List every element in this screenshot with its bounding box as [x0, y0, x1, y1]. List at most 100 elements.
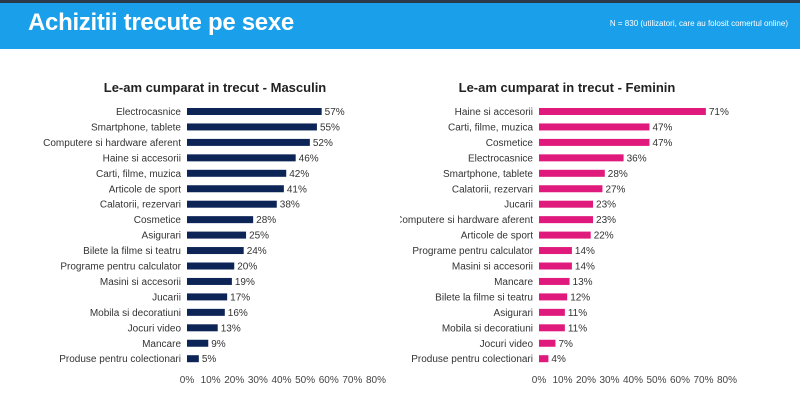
bar [539, 138, 650, 146]
data-label: 46% [299, 153, 319, 164]
bar [187, 154, 296, 162]
chart-feminin: Le-am cumparat in trecut - Feminin Haine … [400, 80, 737, 386]
x-tick-label: 30% [248, 375, 268, 386]
category-label: Mancare [142, 339, 181, 350]
category-label: Produse pentru colectionari [411, 354, 533, 365]
data-label: 17% [230, 292, 250, 303]
x-tick-label: 80% [366, 375, 386, 386]
x-tick-label: 0% [180, 375, 195, 386]
category-label: Bilete la filme si teatru [435, 292, 533, 303]
bar [187, 247, 244, 255]
chart-title: Le-am cumparat in trecut - Feminin [459, 80, 676, 95]
x-tick-label: 50% [646, 375, 666, 386]
x-tick-label: 0% [532, 375, 547, 386]
category-label: Articole de sport [109, 184, 181, 195]
bar [187, 108, 322, 115]
x-tick-label: 30% [599, 375, 619, 386]
category-label: Jocuri video [480, 339, 534, 350]
data-label: 25% [249, 231, 269, 242]
data-label: 55% [320, 122, 340, 133]
data-label: 47% [652, 138, 672, 149]
category-label: Mancare [494, 277, 533, 288]
bar [539, 324, 565, 332]
data-label: 24% [247, 246, 267, 257]
bar [539, 247, 572, 255]
category-label: Smartphone, tablete [443, 169, 533, 180]
bar [539, 154, 624, 162]
category-label: Carti, filme, muzica [96, 169, 181, 180]
bar [187, 324, 218, 332]
data-label: 41% [287, 184, 307, 195]
data-label: 42% [289, 169, 309, 180]
category-label: Electrocasnice [116, 107, 181, 118]
top-border [0, 0, 800, 3]
bar [187, 293, 228, 301]
category-label: Calatorii, rezervari [100, 200, 181, 211]
bar [539, 231, 591, 239]
category-label: Mobila si decoratiuni [90, 308, 181, 319]
bar [539, 216, 594, 224]
category-label: Jocuri video [128, 323, 182, 334]
chart-masculin: Le-am cumparat in trecut - Masculin Elect… [43, 80, 386, 386]
category-label: Calatorii, rezervari [452, 184, 533, 195]
bar [187, 355, 199, 363]
bar [187, 308, 225, 316]
category-label: Masini si accesorii [100, 277, 181, 288]
category-label: Haine si accesorii [455, 107, 533, 118]
data-label: 11% [568, 308, 587, 319]
data-label: 19% [235, 277, 255, 288]
data-label: 11% [568, 323, 587, 334]
bar [539, 185, 603, 193]
category-label: Produse pentru colectionari [59, 354, 181, 365]
bar [187, 185, 284, 193]
bar [539, 308, 565, 316]
data-label: 13% [573, 277, 593, 288]
header-banner: Achizitii trecute pe sexe N = 830 (utili… [0, 3, 800, 49]
x-tick-label: 70% [693, 375, 713, 386]
bar [539, 339, 556, 347]
data-label: 5% [202, 354, 217, 365]
data-label: 27% [605, 184, 625, 195]
category-label: Cosmetice [486, 138, 534, 149]
bar [187, 138, 310, 146]
x-tick-label: 70% [342, 375, 362, 386]
data-label: 20% [237, 262, 257, 273]
x-tick-label: 10% [201, 375, 221, 386]
data-label: 28% [608, 169, 628, 180]
bar [539, 277, 570, 285]
chart-title: Le-am cumparat in trecut - Masculin [104, 80, 327, 95]
x-tick-label: 20% [576, 375, 596, 386]
data-label: 52% [313, 138, 333, 149]
category-label: Computere si hardware aferent [400, 215, 533, 226]
x-tick-label: 50% [295, 375, 315, 386]
bar [187, 262, 235, 270]
bar [187, 123, 317, 131]
data-label: 47% [652, 122, 672, 133]
data-label: 16% [228, 308, 248, 319]
data-label: 57% [325, 107, 345, 118]
x-tick-label: 20% [224, 375, 244, 386]
category-label: Articole de sport [461, 231, 533, 242]
bar [539, 355, 549, 363]
bar [187, 231, 247, 239]
data-label: 38% [280, 200, 300, 211]
data-label: 13% [221, 323, 241, 334]
category-label: Jucarii [152, 292, 181, 303]
category-label: Asigurari [494, 308, 533, 319]
category-label: Jucarii [504, 200, 533, 211]
bar [187, 200, 277, 208]
bar [539, 108, 706, 115]
sample-note: N = 830 (utilizatori, care au folosit co… [609, 19, 788, 28]
data-label: 71% [709, 107, 729, 118]
category-label: Programe pentru calculator [60, 262, 181, 273]
data-label: 28% [256, 215, 276, 226]
data-label: 9% [211, 339, 226, 350]
data-label: 22% [594, 231, 614, 242]
category-label: Smartphone, tablete [91, 122, 181, 133]
category-label: Cosmetice [134, 215, 182, 226]
x-tick-label: 40% [623, 375, 643, 386]
bar [187, 169, 287, 177]
data-label: 12% [570, 292, 590, 303]
data-label: 23% [596, 215, 616, 226]
page-title: Achizitii trecute pe sexe [28, 9, 294, 36]
